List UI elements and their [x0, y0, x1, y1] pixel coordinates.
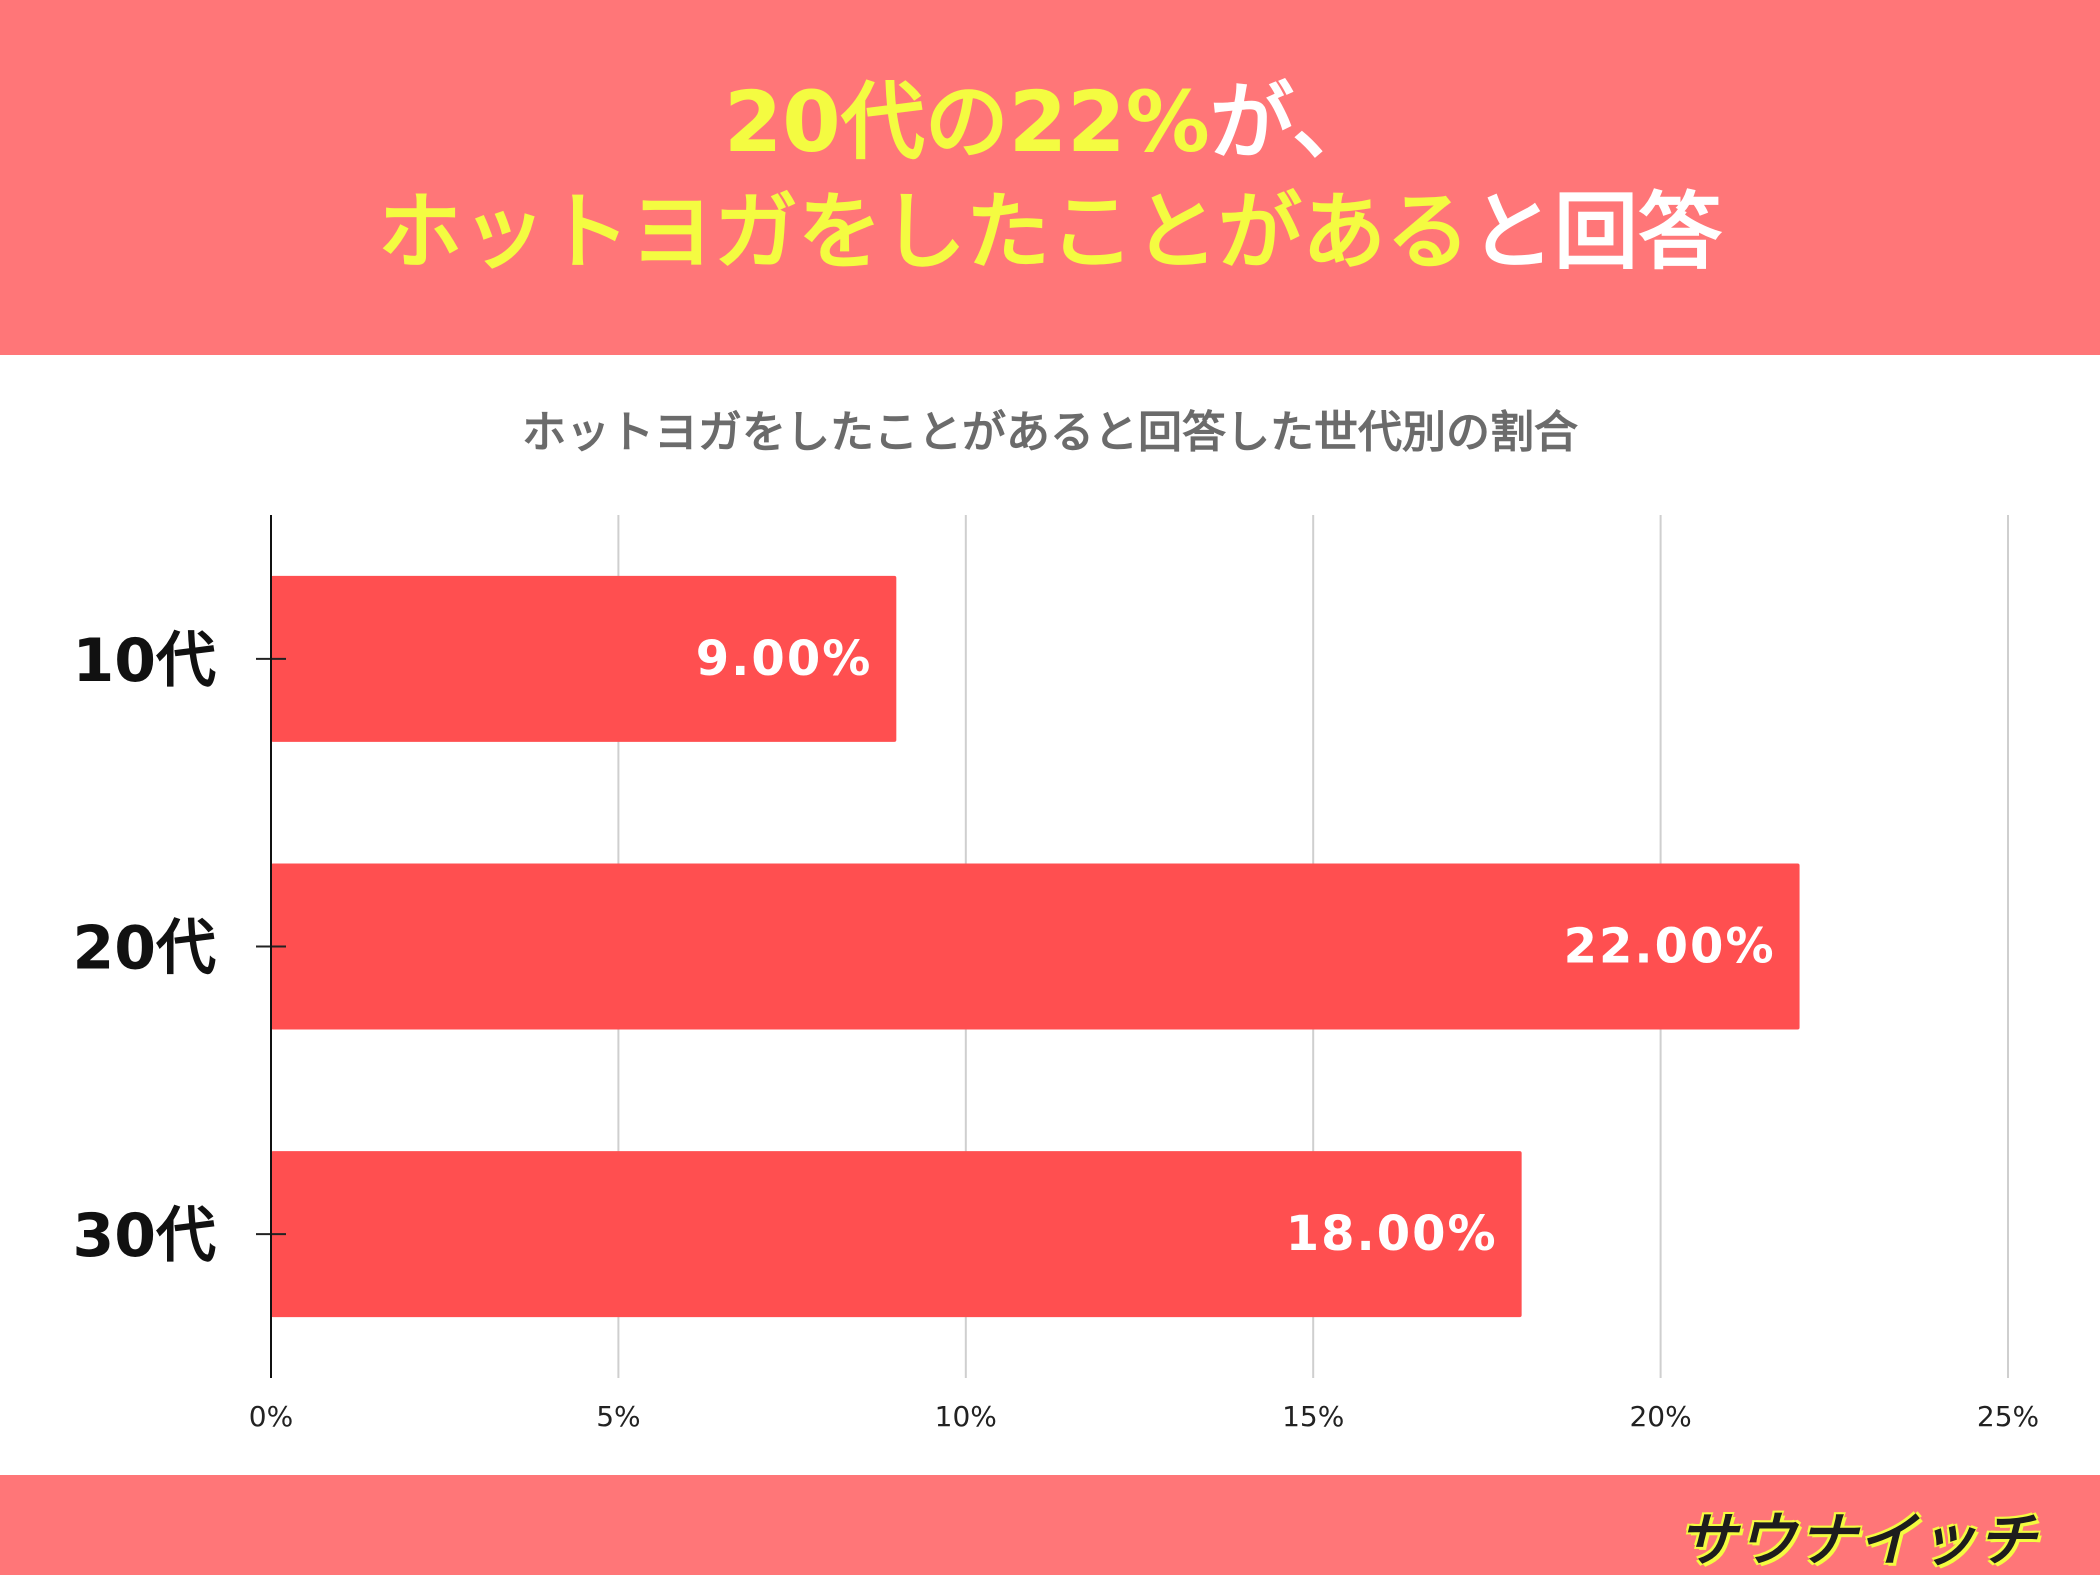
x-tick-label-25: 25% [1977, 1400, 2039, 1433]
headline-line-1-highlight: 20代の22% [723, 73, 1210, 171]
bar-2 [271, 1151, 1522, 1318]
headline-line-2: ホットヨガをしたことがあると回答 [0, 182, 2100, 282]
bar-1 [271, 863, 1800, 1030]
bar-data-label-0: 9.00% [696, 631, 873, 687]
headline-line-2-rest: と回答 [1470, 183, 1723, 281]
headline-line-1-rest: が、 [1209, 73, 1377, 171]
chart-title: ホットヨガをしたことがあると回答した世代別の割合 [522, 407, 1578, 458]
bar-chart: 0% 5% 10% 15% 20% 25% 9.00% 10代 22.00% 20代 18.00% 3… [73, 515, 2039, 1433]
bar-data-label-2: 18.00% [1286, 1206, 1498, 1262]
bar-data-label-1: 22.00% [1564, 919, 1776, 975]
x-tick-label-15: 15% [1282, 1400, 1344, 1433]
headline-line-2-highlight: ホットヨガをしたことがある [377, 183, 1470, 281]
bar-0 [271, 575, 897, 742]
x-tick-label-5: 5% [596, 1400, 640, 1433]
category-label-1: 20代 [73, 914, 217, 984]
category-label-0: 10代 [73, 626, 217, 696]
brand-logo: サウナイッチ [1677, 1506, 2038, 1574]
category-label-2: 30代 [73, 1201, 217, 1271]
headline-line-1: 20代の22%が、 [0, 72, 2100, 172]
footer-banner: サウナイッチ [0, 1475, 2100, 1575]
x-tick-label-10: 10% [935, 1400, 997, 1433]
x-tick-label-20: 20% [1629, 1400, 1691, 1433]
header-banner: 20代の22%が、 ホットヨガをしたことがあると回答 [0, 0, 2100, 355]
x-tick-label-0: 0% [249, 1400, 293, 1433]
